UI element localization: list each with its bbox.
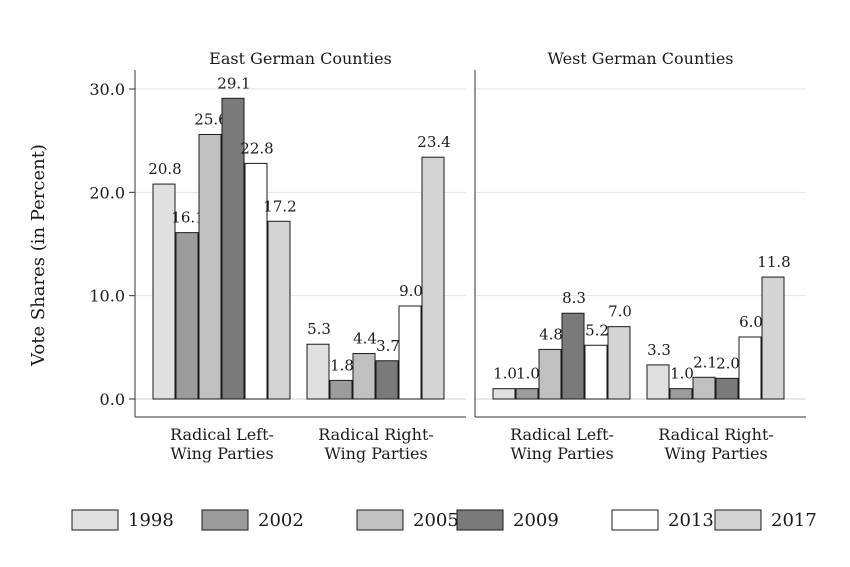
- category-label: Radical Left-: [510, 425, 614, 444]
- data-label: 4.8: [539, 325, 563, 343]
- data-label: 22.8: [240, 139, 273, 157]
- legend-swatch: [71, 509, 119, 531]
- data-label: 2.1: [693, 353, 717, 371]
- bar: [221, 97, 245, 400]
- bar: [761, 276, 785, 400]
- legend-label: 2013: [668, 510, 714, 531]
- bar: [538, 348, 562, 400]
- bar: [175, 232, 199, 400]
- y-tick-label: 30.0: [89, 80, 125, 99]
- panel-title: West German Counties: [547, 49, 733, 68]
- bar: [398, 305, 422, 400]
- data-label: 7.0: [608, 303, 632, 321]
- data-label: 11.8: [757, 253, 790, 271]
- legend-label: 1998: [128, 510, 174, 531]
- y-axis-label: Vote Shares (in Percent): [28, 144, 49, 367]
- bar: [561, 312, 585, 400]
- legend-label: 2002: [258, 510, 304, 531]
- bar: [715, 377, 739, 400]
- bar: [152, 183, 176, 400]
- legend-label: 2017: [771, 510, 817, 531]
- bar: [375, 360, 399, 400]
- data-label: 2.0: [716, 354, 740, 372]
- y-tick-label: 20.0: [89, 183, 125, 202]
- data-label: 3.3: [647, 341, 671, 359]
- bar: [198, 133, 222, 400]
- data-label: 8.3: [562, 289, 586, 307]
- bar: [421, 156, 445, 400]
- data-label: 17.2: [263, 197, 296, 215]
- data-label: 1.8: [330, 356, 354, 374]
- y-tick-label: 10.0: [89, 287, 125, 306]
- category-label: Wing Parties: [510, 444, 613, 463]
- data-label: 3.7: [376, 337, 400, 355]
- bar: [646, 364, 670, 400]
- category-label: Radical Left-: [170, 425, 274, 444]
- data-label: 16.1: [171, 209, 204, 227]
- y-tick-label: 0.0: [100, 390, 125, 409]
- category-label: Radical Right-: [658, 425, 774, 444]
- bar: [607, 326, 631, 400]
- legend-swatch: [611, 509, 659, 531]
- data-label: 1.0: [670, 365, 694, 383]
- category-label: Wing Parties: [324, 444, 427, 463]
- bar: [306, 343, 330, 400]
- data-label: 23.4: [417, 133, 450, 151]
- legend-label: 2005: [413, 510, 459, 531]
- panel-title: East German Counties: [209, 49, 392, 68]
- data-label: 1.0: [493, 365, 517, 383]
- bar: [329, 379, 353, 400]
- bar: [267, 220, 291, 400]
- bar: [492, 388, 516, 400]
- legend-swatch: [201, 509, 249, 531]
- data-label: 5.3: [307, 320, 331, 338]
- data-label: 25.6: [194, 110, 227, 128]
- bar: [352, 353, 376, 400]
- category-label: Wing Parties: [664, 444, 767, 463]
- bar: [244, 162, 268, 400]
- bar: [515, 388, 539, 400]
- bar: [669, 388, 693, 400]
- legend-swatch: [456, 509, 504, 531]
- legend-label: 2009: [513, 510, 559, 531]
- legend-swatch: [356, 509, 404, 531]
- data-label: 9.0: [399, 282, 423, 300]
- data-label: 20.8: [148, 160, 181, 178]
- legend-swatch: [714, 509, 762, 531]
- data-label: 5.2: [585, 321, 609, 339]
- data-label: 4.4: [353, 330, 377, 348]
- bar: [692, 376, 716, 400]
- bar: [584, 344, 608, 400]
- data-label: 1.0: [516, 365, 540, 383]
- data-label: 6.0: [739, 313, 763, 331]
- bar: [738, 336, 762, 400]
- category-label: Wing Parties: [170, 444, 273, 463]
- category-label: Radical Right-: [318, 425, 434, 444]
- data-label: 29.1: [217, 74, 250, 92]
